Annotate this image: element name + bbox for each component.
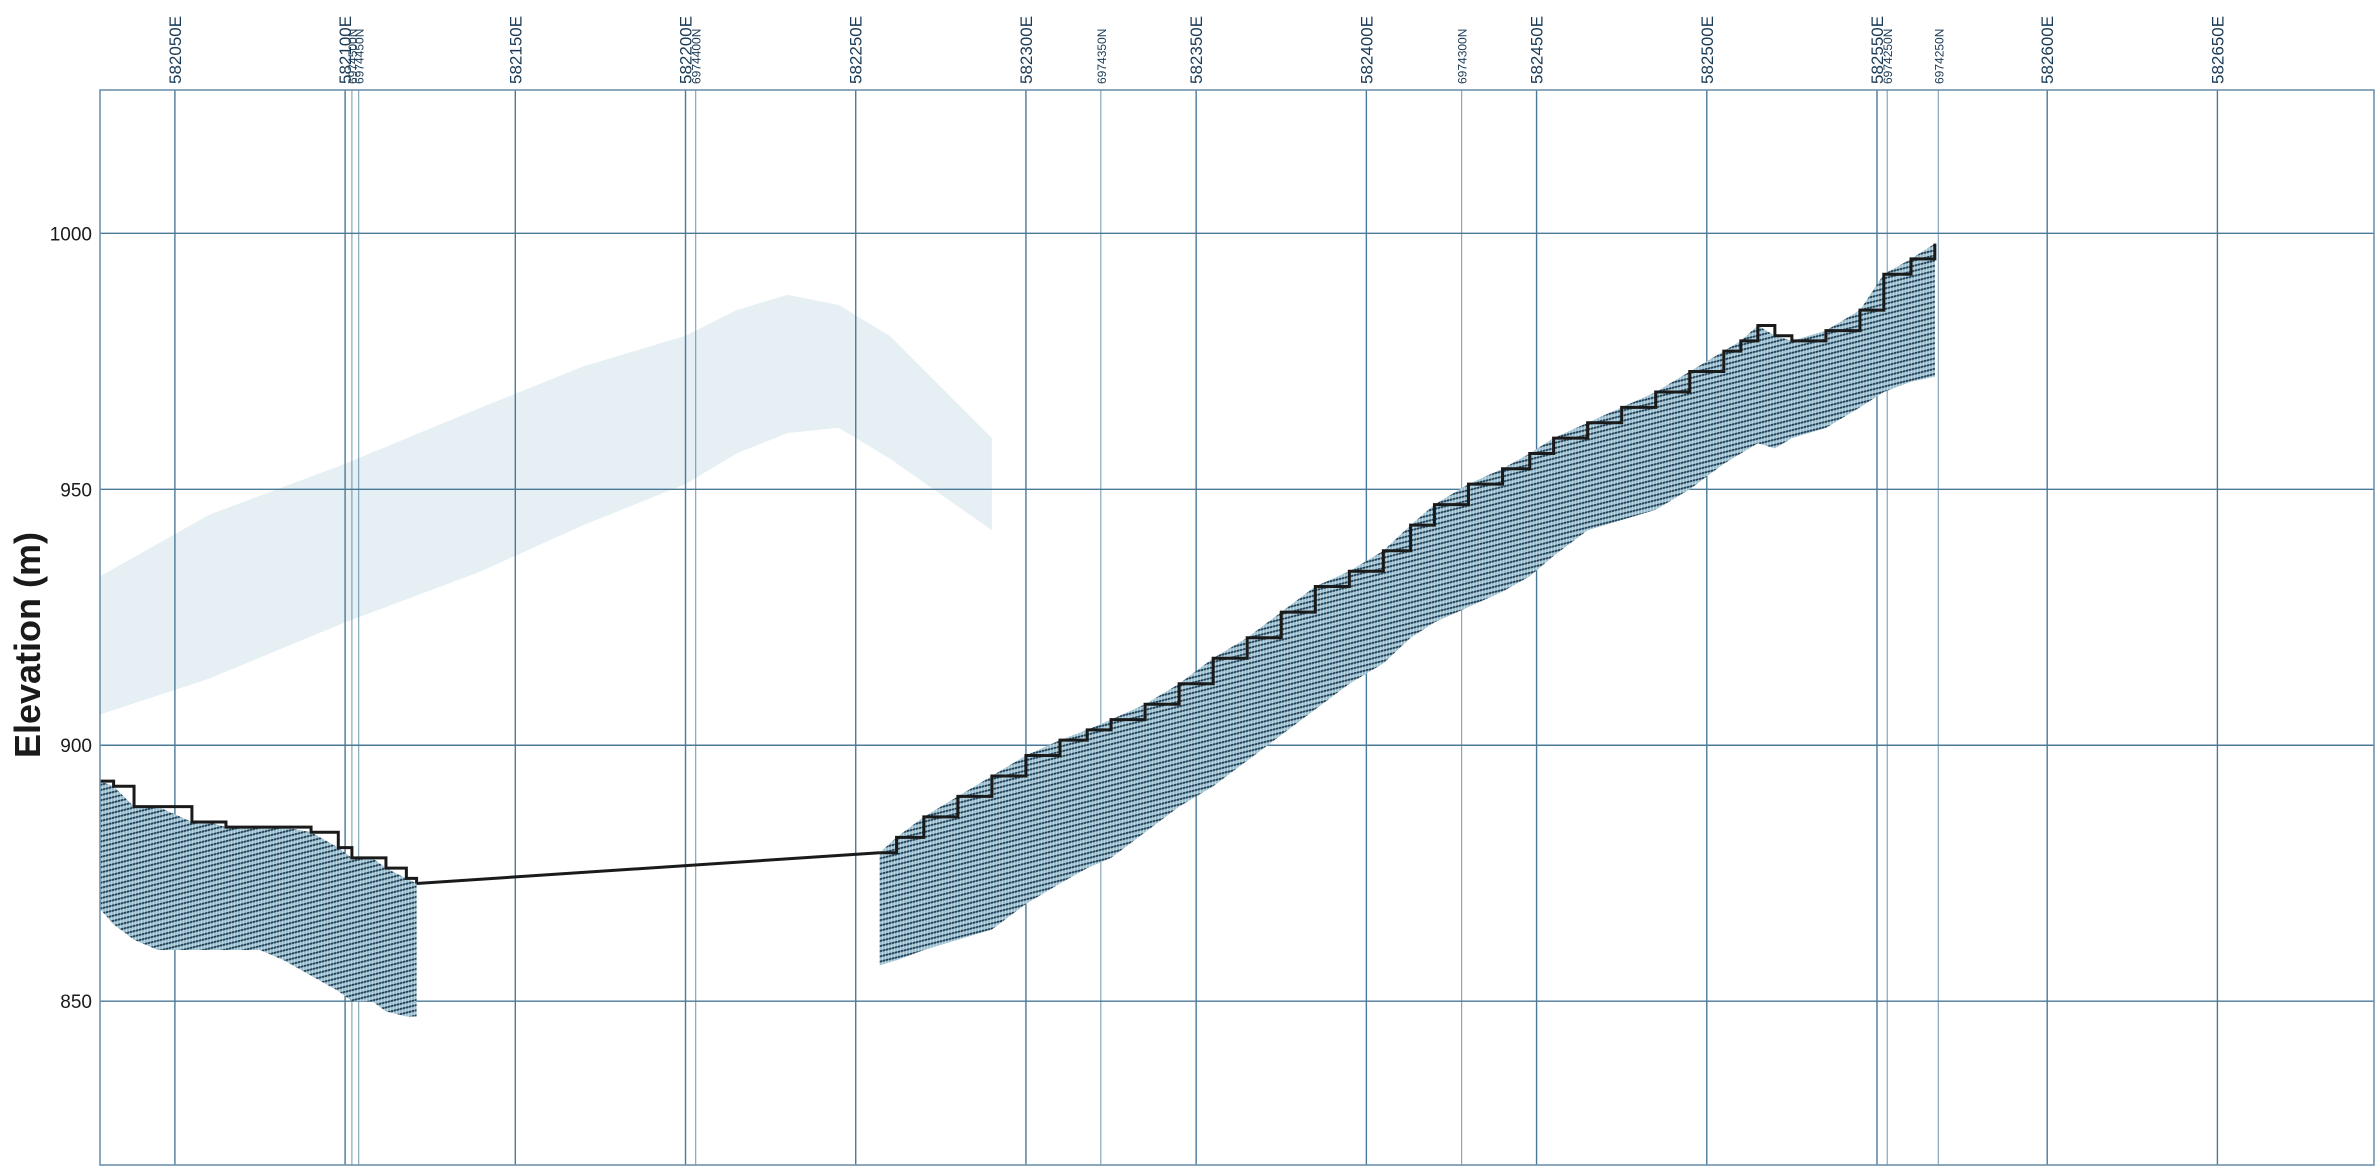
easting-tick-label: 582500E (1698, 16, 1717, 84)
seismic-texture-2 (879, 243, 1935, 966)
northing-tick-label: 6974500N (346, 29, 360, 84)
easting-tick-label: 582150E (506, 16, 525, 84)
y-axis-label: Elevation (m) (7, 532, 48, 758)
northing-tick-label: 6974450N (353, 29, 367, 84)
easting-tick-label: 582550E (1868, 16, 1887, 84)
y-tick-label-900: 900 (60, 736, 92, 757)
easting-tick-label: 582400E (1357, 16, 1376, 84)
northing-tick-label: 6974300N (1456, 29, 1470, 84)
y-tick-label-850: 850 (60, 992, 92, 1013)
y-tick-label-950: 950 (60, 480, 92, 501)
surface-line-0 (100, 779, 419, 884)
surface-line-1 (416, 851, 880, 885)
easting-tick-label: 582250E (847, 16, 866, 84)
y-tick-label-1000: 1000 (50, 224, 92, 245)
easting-tick-label: 582650E (2208, 16, 2227, 84)
easting-tick-label: 582100E (336, 16, 355, 84)
northing-tick-label: 6974350N (1095, 29, 1109, 84)
ghost-band (100, 294, 992, 715)
section-data (100, 243, 1937, 1017)
easting-tick-label: 582300E (1017, 16, 1036, 84)
axis-labels: 850 900 950 1000 582050E 582100E 582150E 582200… (50, 16, 2228, 1013)
faded-ghost-section (100, 294, 992, 715)
plot-border (99, 89, 2375, 1166)
northing-tick-label: 6974250N (1932, 29, 1946, 84)
easting-tick-label: 582600E (2038, 16, 2057, 84)
northing-tick-label: 6974250N (1881, 29, 1895, 84)
plot-frame (99, 89, 2375, 1166)
easting-tick-label: 582200E (677, 16, 696, 84)
easting-tick-label: 582350E (1187, 16, 1206, 84)
surface-line-2 (879, 243, 1937, 855)
easting-tick-label: 582050E (166, 16, 185, 84)
grid-lines (100, 90, 2374, 1165)
easting-tick-label: 582450E (1528, 16, 1547, 84)
seismic-texture-0 (100, 781, 417, 1017)
northing-tick-label: 6974400N (690, 29, 704, 84)
